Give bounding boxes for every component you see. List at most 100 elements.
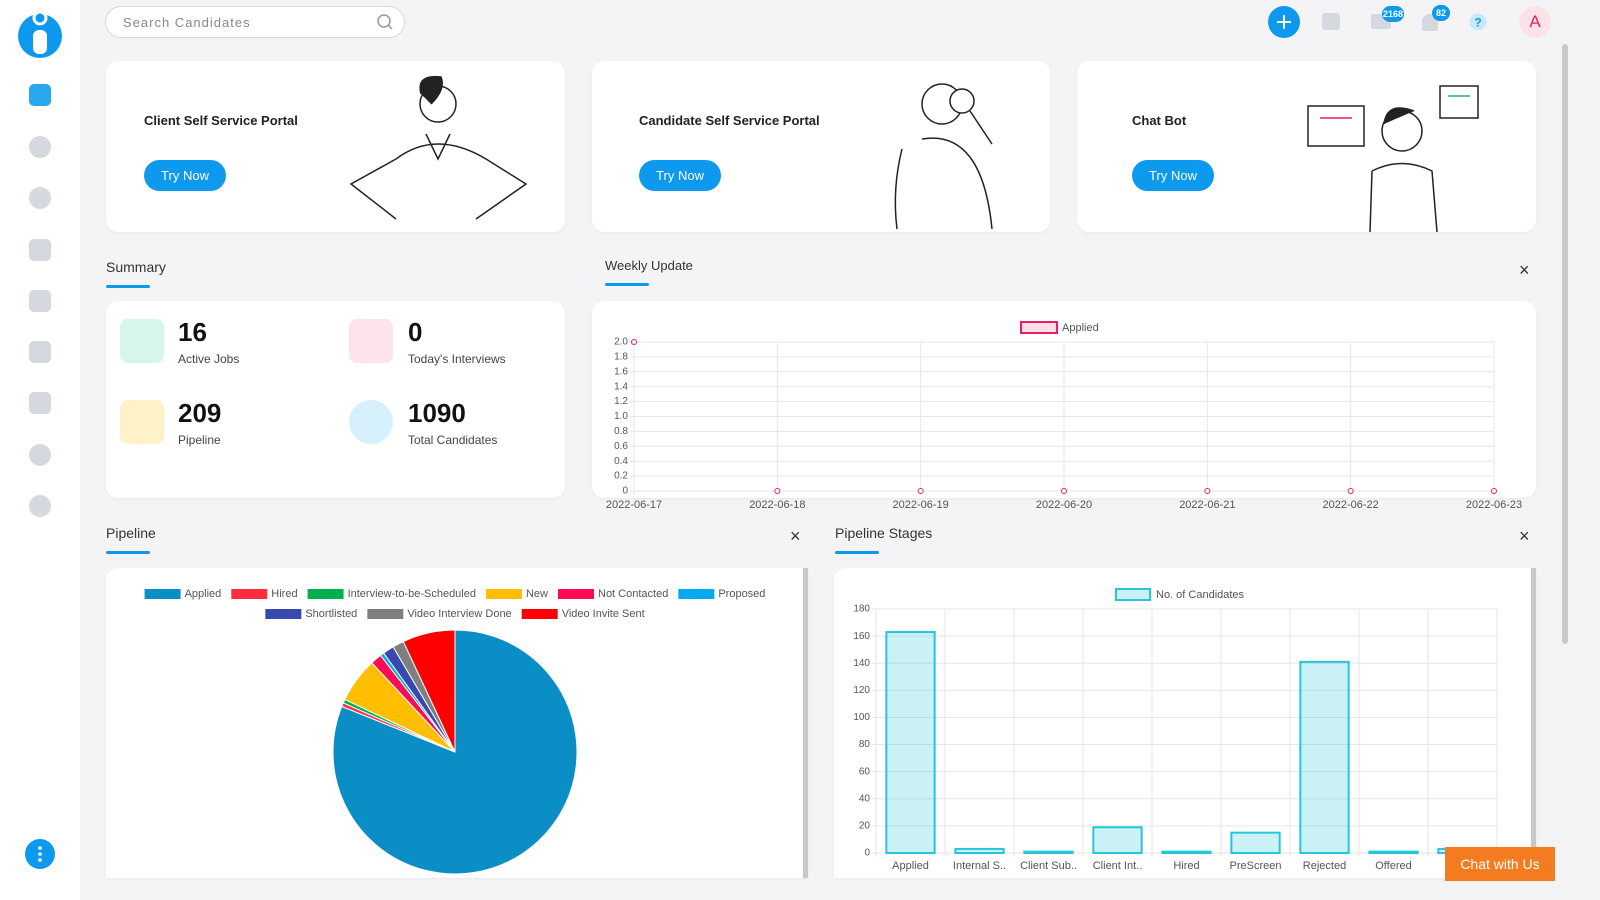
x-tick-label: 2022-06-17 xyxy=(606,499,662,511)
summary-value: 16 xyxy=(178,317,207,347)
bar xyxy=(1299,660,1350,854)
legend-swatch xyxy=(678,589,715,599)
point xyxy=(774,488,781,494)
summary-value: 0 xyxy=(408,317,423,347)
svg-text:?: ? xyxy=(1474,16,1481,30)
illustration xyxy=(1307,85,1479,232)
settings-icon[interactable] xyxy=(29,495,51,517)
legend-swatch xyxy=(367,609,404,619)
legend-swatch xyxy=(265,609,302,619)
x-tick-label: 2022-06-19 xyxy=(893,499,949,511)
y-tick-label: 0 xyxy=(864,848,870,859)
help-icon[interactable]: ? xyxy=(1469,13,1487,31)
mail-badge: 2168 xyxy=(1382,6,1404,22)
y-tick-label: 40 xyxy=(859,793,871,804)
y-tick-label: 1.6 xyxy=(614,366,628,377)
jobs-icon[interactable] xyxy=(29,290,51,312)
title-underline xyxy=(835,551,879,554)
x-tick-label: PreScreen xyxy=(1230,860,1282,872)
bar xyxy=(1092,826,1143,855)
point xyxy=(631,339,637,345)
illustration xyxy=(894,83,993,230)
y-tick-label: 0.6 xyxy=(614,441,628,452)
bar xyxy=(885,631,936,854)
point xyxy=(1061,488,1067,494)
y-tick-label: 1.8 xyxy=(614,352,628,363)
legend-label: Video Interview Done xyxy=(407,608,511,620)
summary-label: Pipeline xyxy=(178,433,221,447)
chat-button[interactable]: Chat with Us xyxy=(1445,847,1555,881)
calendar-icon[interactable] xyxy=(1322,13,1340,30)
legend-label: Hired xyxy=(271,588,297,600)
summary-card: 16 Active Jobs 0 Today's Interviews 209 … xyxy=(106,301,565,498)
x-tick-label: 2022-06-18 xyxy=(749,499,805,511)
close-button[interactable]: × xyxy=(790,526,801,546)
legend-swatch xyxy=(1020,321,1058,334)
bar xyxy=(1230,831,1281,855)
legend-swatch xyxy=(558,589,594,599)
legend-swatch xyxy=(521,609,558,619)
y-tick-label: 140 xyxy=(853,658,870,669)
y-tick-label: 2.0 xyxy=(614,337,628,348)
section-title: Summary xyxy=(106,259,166,275)
portal-title: Candidate Self Service Portal xyxy=(639,113,820,128)
legend-label: Applied xyxy=(1062,322,1099,334)
jobs-icon xyxy=(120,319,164,363)
x-tick-label: 2022-06-21 xyxy=(1179,499,1235,511)
clients-icon[interactable] xyxy=(29,341,51,363)
y-tick-label: 160 xyxy=(853,631,870,642)
y-tick-label: 1.4 xyxy=(614,381,628,392)
y-tick-label: 180 xyxy=(853,604,870,615)
try-now-button[interactable]: Try Now xyxy=(144,160,226,191)
avatar[interactable]: A xyxy=(1519,6,1551,38)
close-button[interactable]: × xyxy=(1519,526,1530,546)
x-tick-label: 2022-06-22 xyxy=(1323,499,1379,511)
interviews-icon xyxy=(349,319,393,363)
sidebar xyxy=(0,0,80,900)
try-now-button[interactable]: Try Now xyxy=(639,160,721,191)
section-title: Weekly Update xyxy=(605,258,693,273)
candidates-icon[interactable] xyxy=(29,187,51,209)
x-tick-label: Client Sub.. xyxy=(1020,860,1077,872)
logo[interactable] xyxy=(16,8,64,60)
portal-card: Client Self Service Portal Try Now xyxy=(106,61,565,232)
legend-label: Video Invite Sent xyxy=(562,608,645,620)
summary-label: Today's Interviews xyxy=(408,352,506,366)
dashboard-icon[interactable] xyxy=(29,84,51,106)
y-tick-label: 0.2 xyxy=(614,471,628,482)
pipeline-icon[interactable] xyxy=(29,239,51,261)
x-tick-label: 2022-06-23 xyxy=(1466,499,1522,511)
add-button[interactable] xyxy=(1268,6,1300,38)
candidates-icon xyxy=(349,400,393,444)
legend-swatch xyxy=(307,589,344,599)
point xyxy=(917,488,924,494)
bar xyxy=(1368,850,1419,855)
point xyxy=(1347,488,1354,494)
search-icon[interactable] xyxy=(29,136,51,158)
legend-label: No. of Candidates xyxy=(1156,589,1245,601)
y-tick-label: 1.0 xyxy=(614,411,628,422)
scrollbar xyxy=(1562,44,1568,644)
summary-label: Total Candidates xyxy=(408,433,498,447)
legend-label: New xyxy=(526,588,548,600)
pie-slice xyxy=(402,629,456,753)
x-tick-label: Applied xyxy=(892,860,929,872)
legend-label: Not Contacted xyxy=(598,588,668,600)
title-underline xyxy=(106,551,150,554)
legend-label: Applied xyxy=(185,588,222,600)
launch-icon[interactable] xyxy=(29,392,51,414)
y-tick-label: 20 xyxy=(859,821,871,832)
search-box[interactable]: Search Candidates xyxy=(105,6,405,38)
close-button[interactable]: × xyxy=(1519,260,1530,280)
reports-icon[interactable] xyxy=(29,444,51,466)
section-title: Pipeline Stages xyxy=(835,525,933,541)
section-title: Pipeline xyxy=(106,525,156,541)
x-tick-label: 2022-06-20 xyxy=(1036,499,1092,511)
legend-swatch xyxy=(231,589,268,599)
more-menu[interactable] xyxy=(24,838,56,870)
x-tick-label: Client Int.. xyxy=(1093,860,1143,872)
try-now-button[interactable]: Try Now xyxy=(1132,160,1214,191)
title-underline xyxy=(605,283,649,286)
y-tick-label: 60 xyxy=(859,766,871,777)
